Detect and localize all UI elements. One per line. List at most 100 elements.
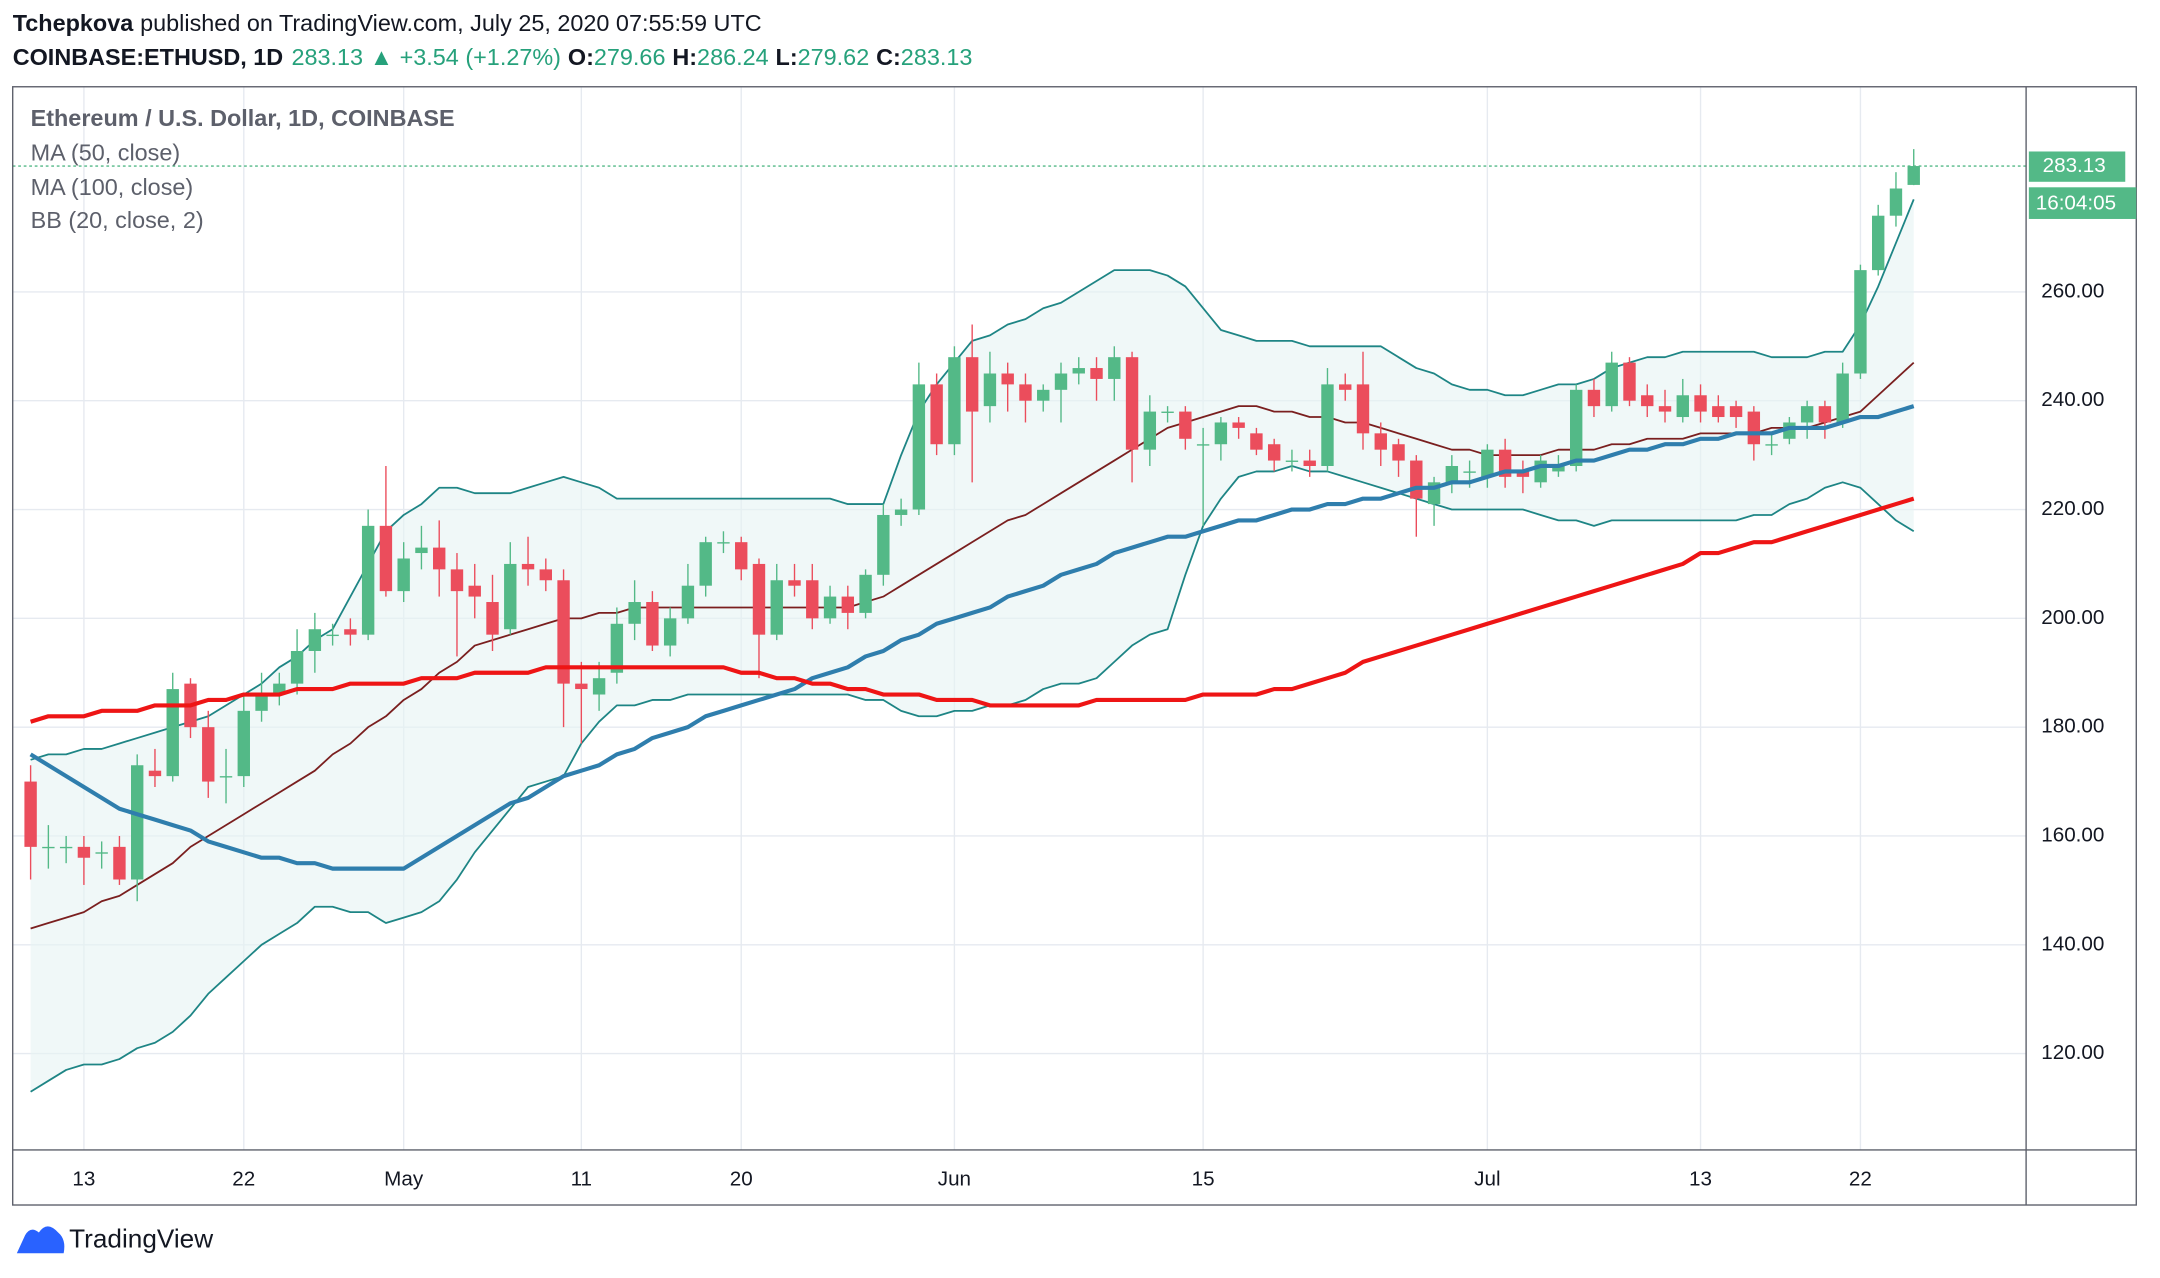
candle-body [877,514,890,575]
candle-body [806,580,819,619]
candle-body [1161,411,1174,413]
candle-body [1605,362,1618,407]
y-tick-label: 200.00 [2041,606,2104,629]
candle-body [912,384,926,510]
x-tick-label: May [384,1168,424,1191]
plot-area [12,86,2027,1150]
change: ▲ +3.54 (+1.27%) [370,44,561,70]
candle-body [1267,444,1281,461]
candle-body [1214,422,1228,445]
candle-body [361,525,375,635]
candle-body [1481,449,1494,477]
candle-body [468,585,481,597]
candle-body [1872,215,1885,271]
candle-body [202,727,215,782]
close-label: C: [876,44,901,70]
y-tick-label: 220.00 [2041,497,2104,520]
candle-body [344,629,357,635]
close-value: 283.13 [901,44,973,70]
candle-body [1445,465,1459,483]
logo-text: TradingView [69,1224,213,1254]
candle-body [486,602,499,635]
logo-icon [16,1226,65,1254]
x-tick-label: 13 [1689,1168,1712,1191]
price-tag-label: 283.13 [2043,154,2106,177]
symbol-line: COINBASE:ETHUSD, 1D 283.13 ▲ +3.54 (+1.27%… [13,44,973,70]
candle-body [859,574,872,613]
candle-body [166,689,179,777]
high-value: 286.24 [697,44,769,70]
candle-body [59,846,73,849]
candle-body [1587,389,1601,407]
candle-body [1250,433,1263,450]
candle-body [504,563,517,630]
high-label: H: [672,44,697,70]
low-value: 279.62 [798,44,870,70]
candle-body [219,776,233,778]
open-label: O: [568,44,594,70]
candle-body [983,373,997,407]
candle-body [1694,395,1707,412]
candle-body [1090,368,1103,379]
y-tick-label: 120.00 [2041,1041,2104,1064]
candle-body [1285,460,1299,462]
candle-body [148,770,162,777]
candle-body [930,384,943,445]
x-tick-label: 22 [232,1168,255,1191]
candle-body [1374,433,1387,450]
candle-body [1196,444,1210,446]
candle-body [1463,471,1476,473]
candle-body [1356,384,1370,434]
candle-body [290,650,304,684]
candle-body [326,634,339,637]
legend-ma50: MA (50, close) [31,139,181,165]
candle-body [521,563,535,570]
band-fill [30,199,1914,1092]
candle-body [1125,357,1139,450]
moving-average [29,404,1915,871]
symbol: COINBASE:ETHUSD, 1D [13,44,284,70]
candle-body [1392,444,1405,461]
author-line: Tchepkova published on TradingView.com, J… [13,10,762,36]
candle-body [1108,357,1121,379]
candle-body [1552,465,1565,472]
y-tick-label: 180.00 [2041,715,2104,738]
candle-body [1303,460,1316,466]
candle-body [575,683,588,690]
candle-body [1321,384,1334,466]
candle-body [1747,411,1761,445]
candle-body [1658,406,1672,412]
y-tick-label: 160.00 [2041,823,2104,846]
candle-body [95,852,108,854]
chart-title: Ethereum / U.S. Dollar, 1D, COINBASE [31,105,455,131]
candle-body [1800,406,1814,423]
candle-body [1836,373,1849,423]
x-tick-label: 20 [730,1168,753,1191]
published: published on TradingView.com, July 25, 2… [140,10,762,36]
candle-body [735,542,748,570]
x-tick-label: 22 [1849,1168,1872,1191]
candle-body [113,846,126,880]
candle-body [1569,389,1583,466]
candle-body [663,618,677,646]
candle-body [1037,389,1050,401]
candle-body [42,846,55,849]
candle-body [237,710,250,777]
author: Tchepkova [13,10,135,36]
candle-body [752,563,766,635]
candle-body [1339,384,1352,390]
candle-body [610,623,624,673]
candle-body [1001,373,1014,385]
price-tag [2028,151,2126,182]
candle-body [1712,406,1725,418]
x-tick-label: Jul [1474,1168,1500,1191]
candle-body [823,596,837,619]
candle-body [1516,471,1530,477]
y-tick-label: 140.00 [2041,932,2104,955]
candle-body [255,694,268,711]
y-tick-label: 260.00 [2041,279,2104,302]
candle-body [1854,270,1867,374]
frame [12,86,2137,1206]
bb-lower [30,465,1915,1093]
